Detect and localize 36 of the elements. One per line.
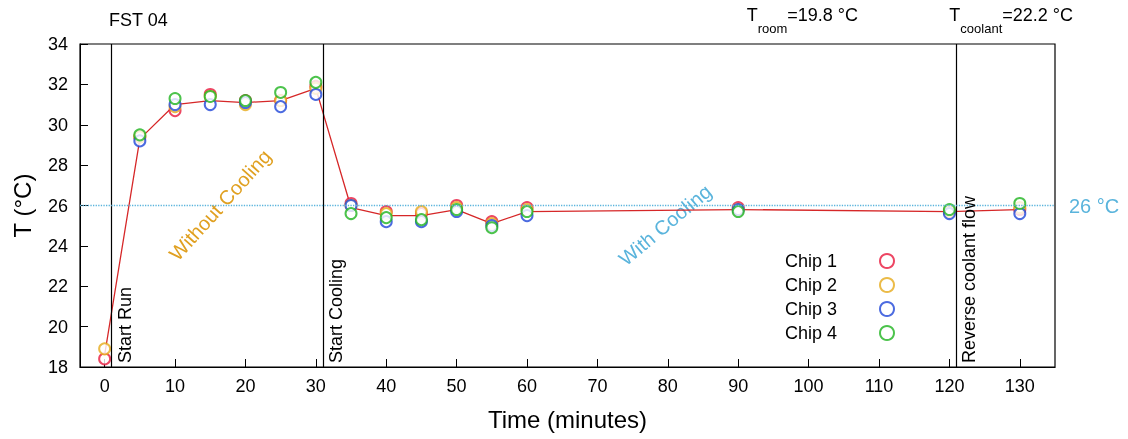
y-tick-label: 26	[47, 195, 68, 216]
x-tick-label: 120	[934, 376, 965, 396]
y-tick-label: 32	[47, 74, 68, 95]
chart-title: FST 04	[109, 10, 168, 30]
y-tick-label: 22	[47, 276, 68, 297]
y-tick-label: 30	[47, 114, 68, 135]
ref-line-label: 26 °C	[1069, 194, 1120, 217]
legend-label: Chip 3	[784, 299, 837, 319]
x-tick-label: 20	[235, 376, 256, 396]
x-tick-label: 100	[793, 376, 824, 396]
x-tick-label: 40	[376, 376, 397, 396]
x-tick-label: 60	[517, 376, 538, 396]
legend-label: Chip 1	[784, 251, 837, 271]
x-tick-label: 50	[446, 376, 467, 396]
y-tick-label: 24	[47, 235, 68, 256]
x-tick-label: 10	[165, 376, 186, 396]
text: Tcoolant=22.2 °C	[949, 5, 1074, 36]
text: Troom=19.8 °C	[746, 5, 859, 36]
x-tick-label: 90	[728, 376, 749, 396]
y-axis-title: T (°C)	[8, 173, 36, 238]
x-tick-label: 30	[305, 376, 326, 396]
ref-line-label: Start Cooling	[325, 258, 346, 363]
y-tick-label: 18	[47, 357, 68, 377]
ref-line-label: Reverse coolant flow	[959, 194, 980, 363]
x-tick-label: 130	[1004, 376, 1035, 396]
x-tick-label: 110	[864, 376, 894, 396]
x-tick-label: 70	[587, 376, 608, 396]
y-tick-label: 20	[47, 316, 68, 337]
ref-line-label: Start Run	[114, 286, 135, 363]
y-tick-label: 34	[47, 34, 68, 54]
x-tick-label: 80	[657, 376, 678, 396]
y-tick-label: 28	[47, 155, 68, 176]
x-axis-title: Time (minutes)	[487, 405, 648, 433]
x-tick-label: 0	[99, 376, 110, 396]
legend-label: Chip 4	[784, 323, 837, 343]
legend-label: Chip 2	[784, 275, 837, 295]
